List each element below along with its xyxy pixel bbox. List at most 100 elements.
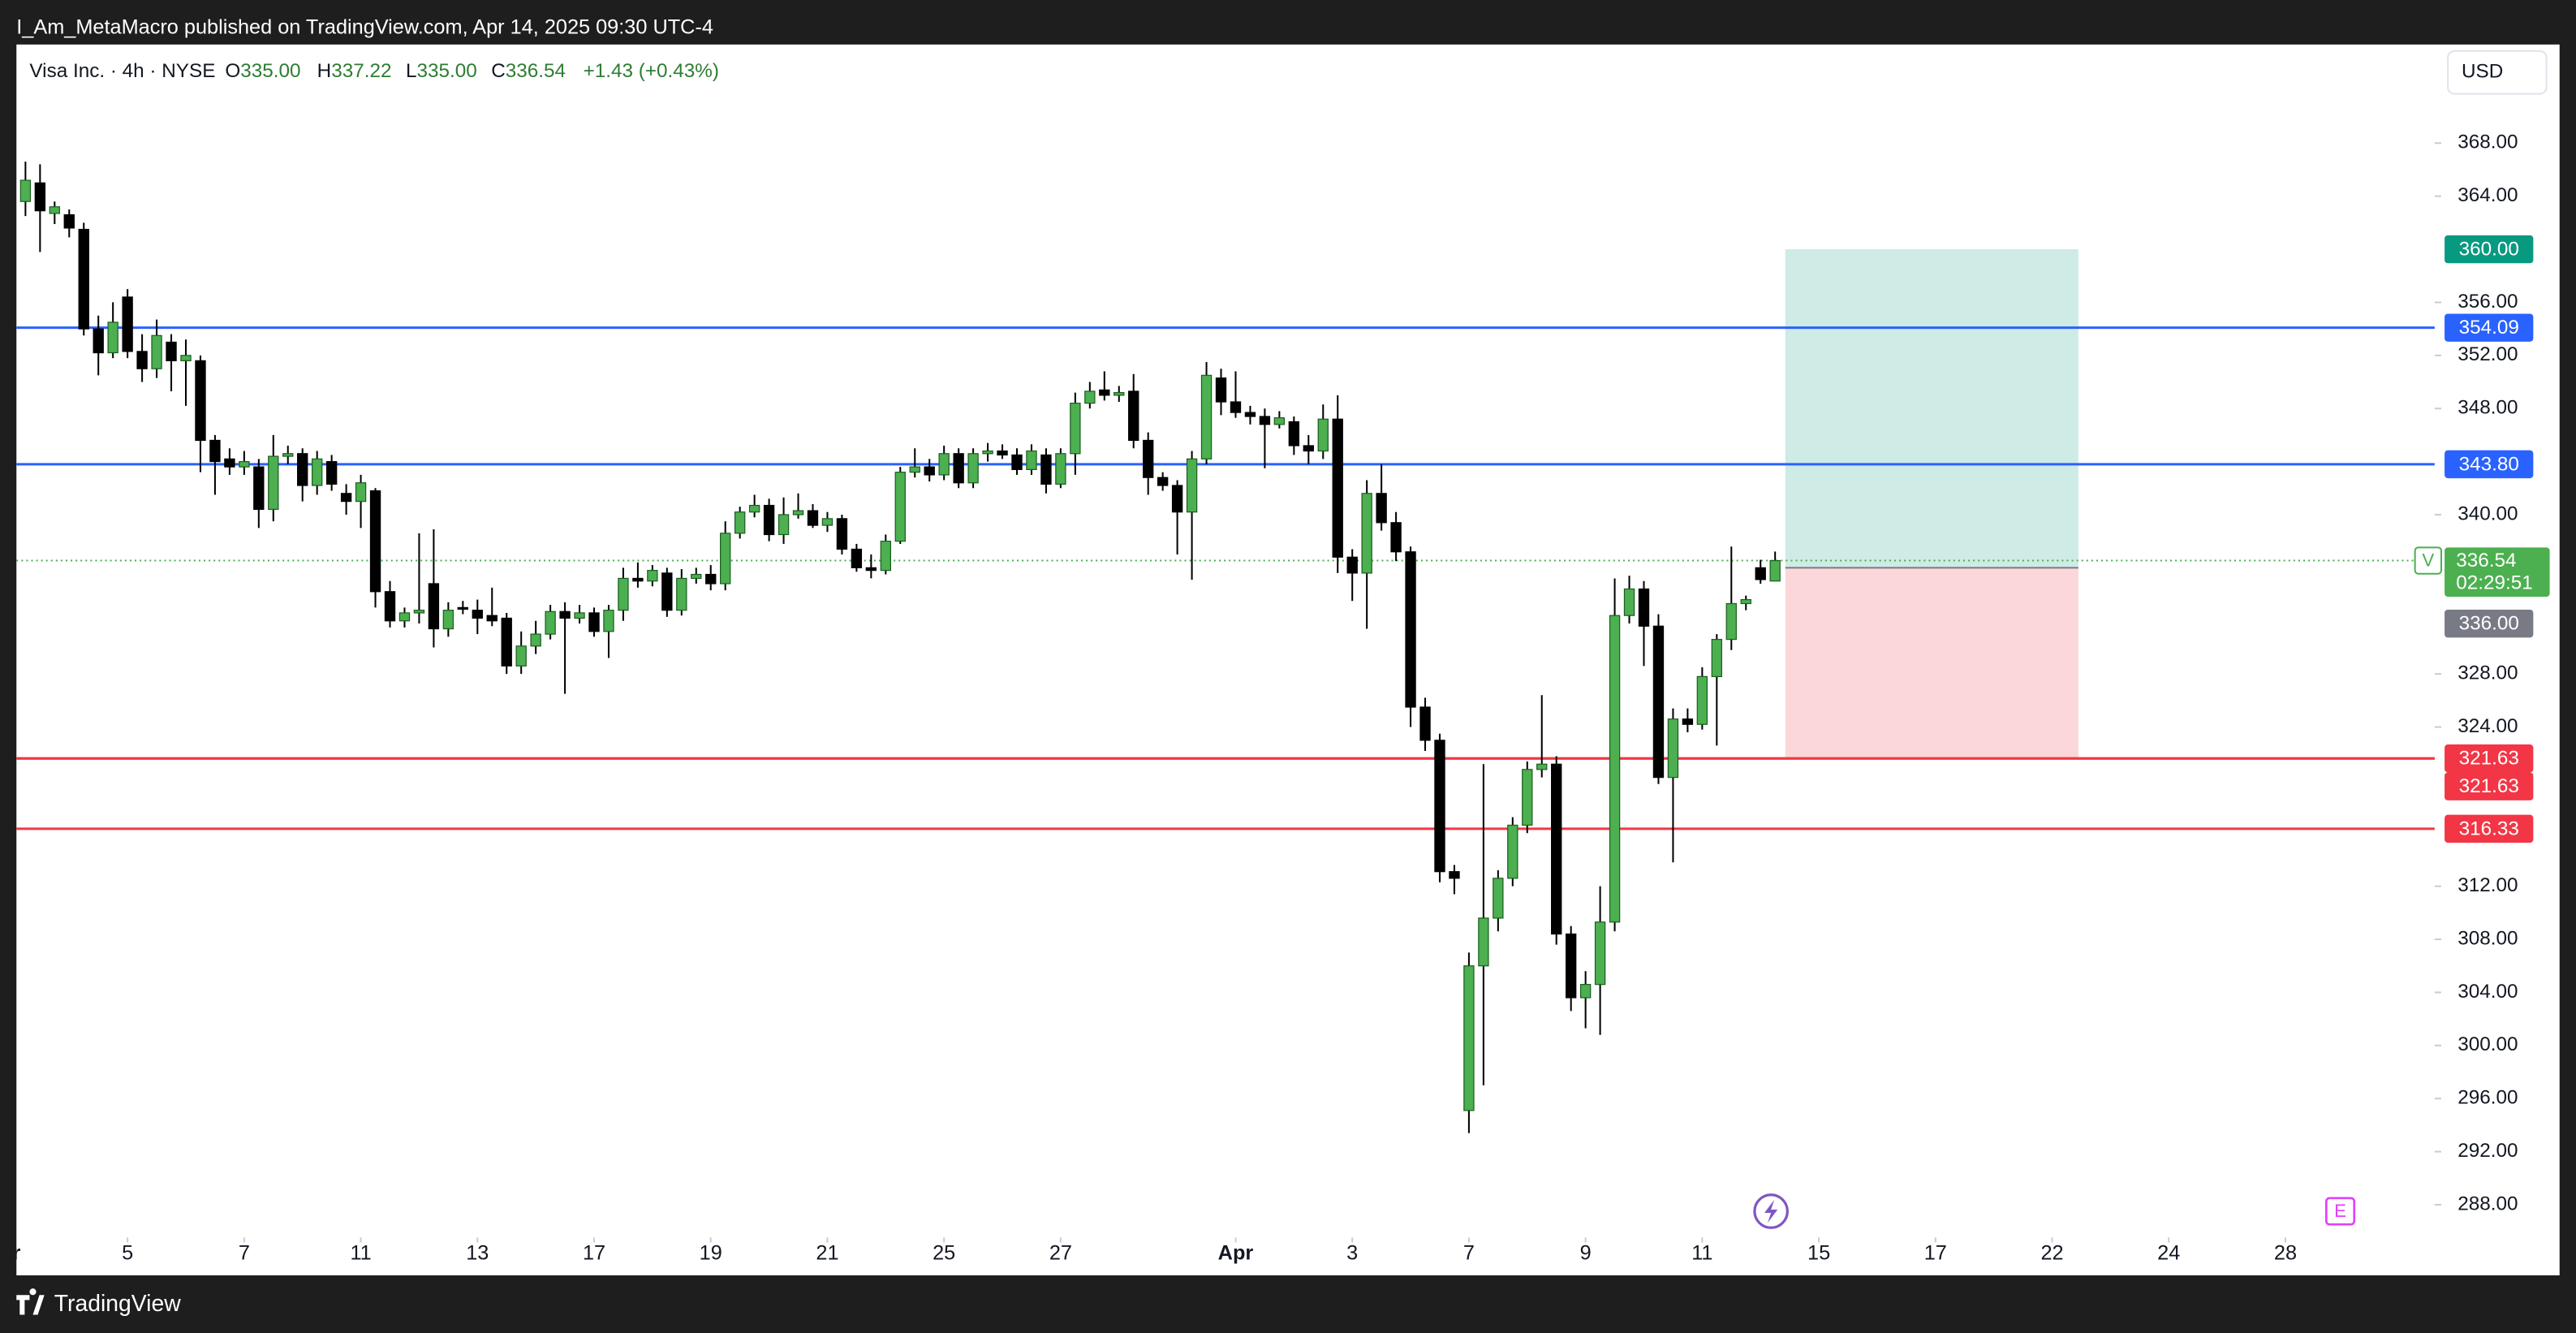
published-line: I_Am_MetaMacro published on TradingView.… (16, 15, 713, 38)
level-label-box (2445, 814, 2534, 843)
x-tick-label: 7 (1463, 1241, 1475, 1264)
alert-icon[interactable] (1753, 1193, 1789, 1229)
symbol-tag-box (2414, 546, 2443, 575)
x-tick-label: 11 (350, 1241, 371, 1264)
earnings-icon[interactable]: E (2325, 1197, 2356, 1226)
candle-body (851, 548, 863, 568)
symbol-tag: V (2422, 550, 2434, 570)
candle-body (1449, 871, 1460, 879)
candle-body (1507, 824, 1518, 879)
candle-body (1244, 412, 1256, 417)
legend-value: 336.54 (506, 61, 566, 83)
x-tick-label: 28 (2274, 1241, 2297, 1264)
candle-body (1317, 418, 1329, 452)
candle-body (1346, 556, 1358, 574)
y-tick-label: 312.00 (2458, 874, 2518, 896)
candle-body (588, 612, 600, 632)
y-tick-label: 348.00 (2458, 397, 2518, 419)
level-label: 354.09 (2459, 317, 2519, 339)
candle-body (1755, 567, 1766, 580)
target-zone (1785, 249, 2078, 568)
y-tick-label: 296.00 (2458, 1087, 2518, 1109)
candle-body (1536, 763, 1548, 770)
candle-body (1419, 706, 1431, 741)
candle-body (953, 453, 964, 484)
y-tick-label: 288.00 (2458, 1193, 2518, 1214)
x-tick-label: 17 (1924, 1241, 1947, 1264)
candle-body (661, 572, 673, 611)
candle-body (1011, 454, 1023, 471)
candle-body (676, 577, 687, 611)
candle-body (618, 577, 629, 611)
candle-body (515, 645, 527, 666)
candle-body (1055, 453, 1066, 485)
svg-text:E: E (2334, 1201, 2346, 1221)
candle-body (545, 610, 556, 635)
candle-body (428, 583, 440, 630)
candle-body (78, 228, 89, 330)
candle-body (807, 510, 819, 526)
candle-body (1186, 458, 1198, 513)
candle-body (1390, 522, 1402, 553)
level-label: 316.33 (2459, 817, 2519, 839)
candle-body (1215, 377, 1227, 403)
plot (16, 162, 2435, 1133)
x-tick-label: 17 (583, 1241, 605, 1264)
last-price-label: 336.54 (2456, 550, 2516, 572)
candle-body (107, 321, 118, 354)
legend-value: 337.22 (331, 61, 391, 83)
candle-body (1070, 403, 1081, 455)
candle-body (1288, 421, 1300, 446)
candle-body (34, 182, 46, 212)
y-tick-label: 364.00 (2458, 184, 2518, 206)
symbol-title: Visa Inc. · 4h · NYSE (29, 61, 215, 83)
candle-body (720, 533, 731, 585)
level-label: 321.63 (2459, 748, 2519, 770)
candle-body (136, 351, 148, 369)
y-tick-label: 340.00 (2458, 503, 2518, 524)
candle-body (1143, 439, 1154, 478)
legend-value: 335.00 (240, 61, 300, 83)
footer-logo[interactable] (16, 1288, 45, 1315)
currency[interactable]: USD (2462, 61, 2503, 83)
x-tick-label: 25 (933, 1241, 955, 1264)
candle-body (398, 612, 411, 622)
x-tick-label: 9 (1580, 1241, 1592, 1264)
y-tick-label: 324.00 (2458, 715, 2518, 737)
candle-body (369, 490, 381, 593)
candle-body (1171, 485, 1183, 513)
candle-body (486, 615, 498, 622)
candle-body (997, 450, 1008, 456)
candle-body (413, 610, 425, 614)
candle-body (1769, 559, 1781, 582)
candle-body (734, 511, 746, 534)
currency-button[interactable] (2447, 50, 2548, 95)
candle-body (603, 610, 614, 632)
candle-body (1230, 401, 1242, 413)
candle-body (865, 567, 877, 572)
candle-body (1609, 615, 1621, 923)
y-tick-label: 368.00 (2458, 132, 2518, 153)
candle-body (122, 296, 133, 352)
last-price-box (2445, 547, 2550, 597)
x-tick-label: 13 (466, 1241, 489, 1264)
y-tick-label: 328.00 (2458, 662, 2518, 684)
x-tick-label: 3 (1346, 1241, 1358, 1264)
candle-body (967, 453, 979, 484)
candle-body (1638, 588, 1650, 627)
candle-body (224, 458, 235, 468)
candle-body (180, 355, 192, 361)
y-tick-label: 304.00 (2458, 981, 2518, 1003)
x-tick-label: 22 (2040, 1241, 2063, 1264)
candle-body (209, 439, 221, 463)
candle-body (19, 179, 32, 202)
candle-body (195, 360, 206, 442)
candle-body (821, 518, 834, 526)
candle-body (559, 610, 571, 619)
candle-body (282, 453, 294, 457)
entry-label-box (2445, 609, 2534, 638)
candle-body (384, 591, 396, 622)
candle-body (239, 460, 250, 468)
candle-body (340, 493, 352, 503)
